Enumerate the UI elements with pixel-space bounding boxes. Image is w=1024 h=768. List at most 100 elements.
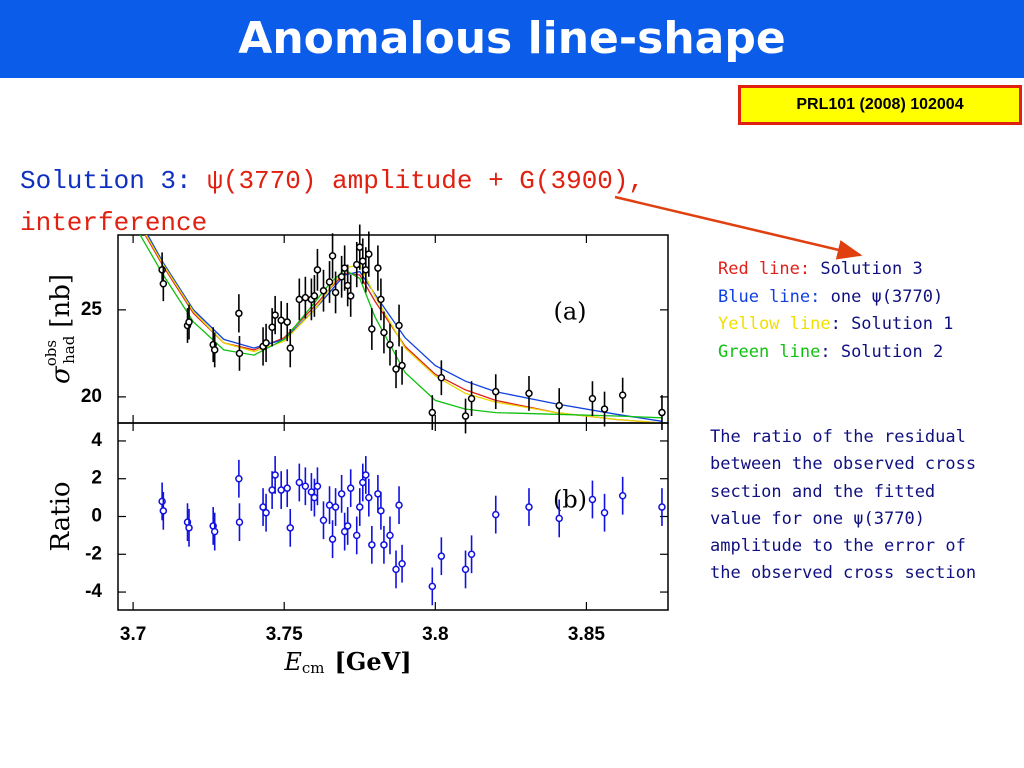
data-point — [325, 278, 334, 286]
data-point — [365, 493, 373, 502]
data-point — [437, 552, 446, 560]
data-point — [398, 559, 406, 568]
y-label-unit: [nb] — [46, 274, 76, 328]
data-point — [301, 293, 310, 302]
arrow — [614, 195, 863, 260]
y-label-text: Ratio — [46, 481, 76, 551]
data-point — [159, 507, 168, 515]
data-point — [277, 486, 285, 494]
data-point — [343, 522, 352, 530]
data-point — [386, 531, 394, 540]
data-point — [235, 474, 243, 483]
data-point — [352, 260, 361, 269]
data-point — [467, 550, 476, 559]
data-point — [600, 405, 609, 413]
data-point — [343, 281, 352, 290]
x-tick-label: 3.8 — [422, 624, 448, 645]
reference: PRL101 (2008) 102004 — [738, 85, 1022, 125]
y-tick-label: -4 — [85, 581, 102, 602]
data-point — [428, 582, 437, 591]
data-point — [271, 471, 279, 479]
data-point — [377, 507, 385, 515]
data-point — [159, 279, 168, 288]
x-tick-label: 3.75 — [266, 624, 303, 645]
data-point — [328, 535, 337, 543]
data-point — [368, 325, 376, 333]
data-point — [310, 493, 319, 502]
data-point — [377, 295, 385, 304]
data-point — [467, 394, 476, 403]
note-label: Green line — [718, 341, 821, 362]
data-point — [337, 490, 346, 498]
x-label-unit: [GeV] — [335, 647, 412, 676]
note: Blue line: one ψ(3770) — [718, 284, 988, 312]
data-point — [398, 361, 406, 370]
data-point — [210, 346, 219, 354]
data-point — [158, 266, 166, 274]
panel-label: (a) — [553, 298, 586, 326]
data-point — [340, 264, 349, 272]
data-point — [313, 266, 322, 274]
data-point — [491, 510, 500, 519]
y-label-symbol: σ — [46, 365, 76, 384]
y-axis-label: Ratio — [46, 481, 76, 551]
y-tick-label: 4 — [91, 430, 102, 451]
fit-line — [146, 235, 663, 422]
y-tick-label: 0 — [91, 506, 102, 527]
data-point — [555, 514, 563, 523]
panel-label: (b) — [553, 486, 587, 514]
y-label-sub: had — [60, 335, 78, 364]
data-point — [362, 471, 370, 479]
heading: Solution 3: ψ(3770) amplitude + G(3900),… — [20, 160, 740, 244]
x-axis-label: Ecm [GeV] — [283, 647, 411, 678]
note-label: Yellow line — [718, 314, 831, 334]
data-point — [356, 503, 364, 511]
data-point — [618, 391, 627, 399]
data-point — [588, 495, 597, 504]
data-point — [301, 482, 310, 491]
data-point — [362, 266, 370, 274]
y-label: σobshad [nb] — [42, 274, 78, 384]
heading-label: Solution 3: — [20, 166, 208, 196]
note: Green line: Solution 2 — [718, 339, 988, 367]
fit-line — [139, 235, 663, 419]
data-point — [286, 344, 295, 352]
title: Anomalous line-shape — [238, 13, 786, 64]
data-point — [618, 491, 627, 500]
data-point — [525, 389, 533, 398]
data-point — [268, 323, 276, 332]
data-point — [319, 286, 328, 295]
data-point — [185, 318, 193, 326]
data-point — [658, 503, 666, 511]
note-label: Red line: — [718, 259, 811, 279]
data-point — [461, 565, 470, 574]
y-label-sup: obs — [42, 340, 60, 366]
title-bar: Anomalous line-shape — [0, 0, 1024, 78]
data-point — [395, 501, 403, 509]
data-point — [235, 518, 244, 526]
data-point — [392, 365, 400, 373]
data-point — [331, 288, 340, 297]
data-point — [235, 309, 243, 318]
notes: Red line: Solution 3 Blue line: one ψ(377… — [718, 256, 988, 366]
data-point — [277, 316, 285, 325]
note-text: : Solution 2 — [820, 341, 944, 362]
y-tick-label: 25 — [81, 299, 103, 320]
note-text: one ψ(3770) — [820, 286, 944, 307]
data-point — [158, 497, 166, 506]
data-point — [185, 524, 193, 532]
y-tick-label: 20 — [81, 386, 102, 407]
data-point — [380, 541, 388, 549]
fit-line — [145, 235, 663, 423]
note-label: Blue line: — [718, 286, 821, 307]
x-tick-label: 3.7 — [120, 624, 146, 645]
plot-frame — [117, 422, 669, 611]
data-point — [658, 408, 666, 417]
data-point — [313, 482, 322, 491]
data-point — [328, 252, 337, 260]
data-point — [283, 318, 291, 326]
note-text: Solution 3 — [810, 259, 923, 279]
data-point — [319, 516, 328, 525]
